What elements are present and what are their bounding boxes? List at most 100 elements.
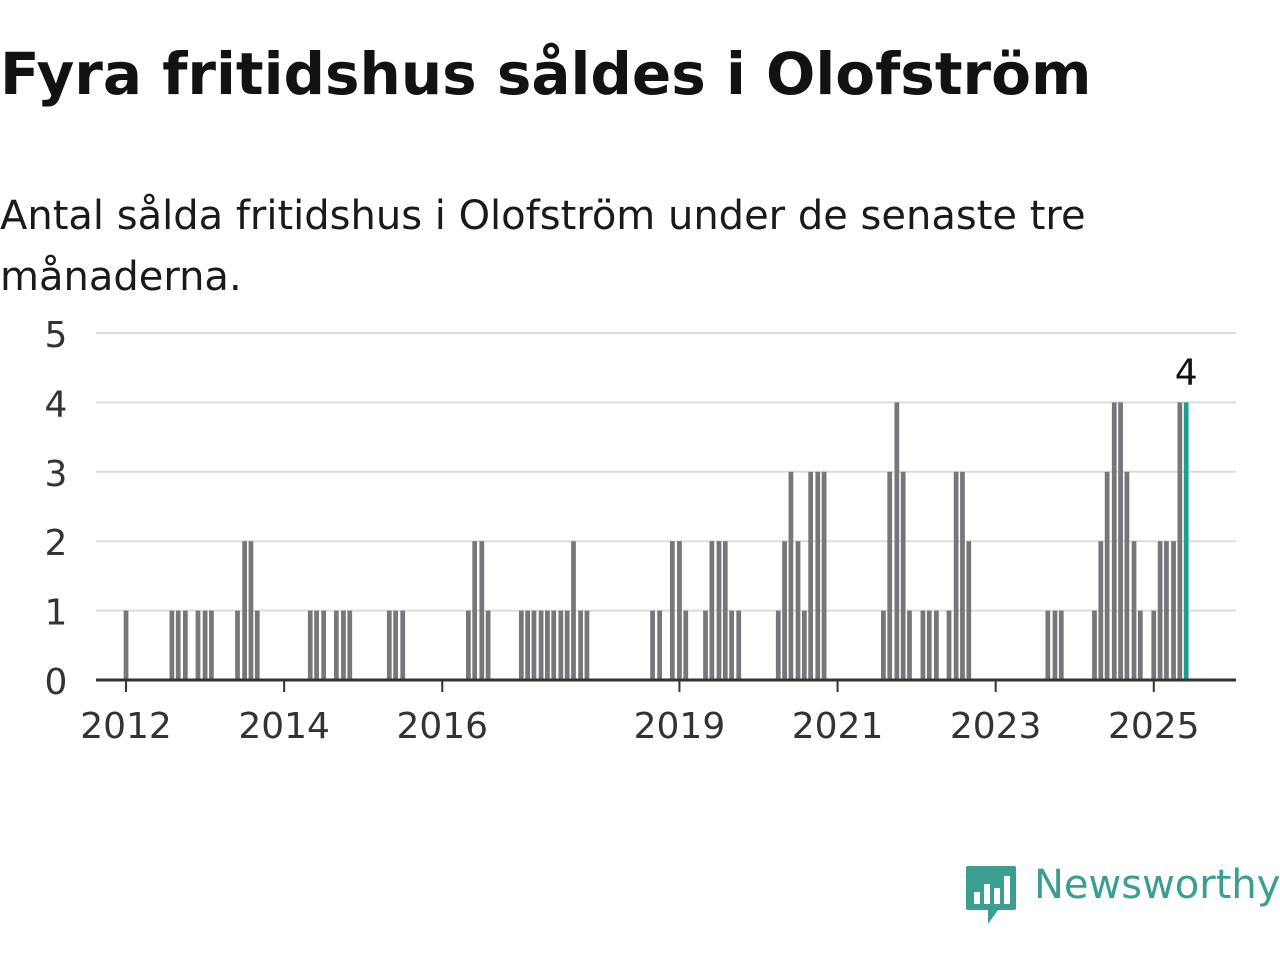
bar — [254, 610, 260, 680]
bar — [400, 610, 406, 680]
y-tick-label: 1 — [45, 593, 68, 634]
bar — [209, 610, 214, 680]
data-labels: 4 — [1175, 352, 1198, 393]
bar — [195, 610, 201, 680]
bar — [657, 610, 663, 680]
bar — [242, 541, 247, 680]
bar — [934, 610, 939, 680]
bar — [248, 541, 254, 680]
bar — [709, 541, 715, 680]
grid-lines — [96, 332, 1236, 612]
bar — [1131, 541, 1137, 680]
bar — [1171, 541, 1176, 680]
bar-chart: 0 1 2 3 4 5 2012 2014 2016 2019 2021 2023 2025 4 — [45, 315, 1236, 747]
bar — [821, 471, 827, 680]
y-tick-label: 2 — [45, 523, 68, 564]
bar — [551, 610, 557, 680]
x-tick-label: 2016 — [396, 706, 488, 747]
bar — [1164, 541, 1169, 680]
bar — [782, 541, 787, 680]
bar — [169, 610, 175, 680]
bar — [966, 541, 972, 680]
bar — [465, 610, 471, 680]
bar — [558, 610, 564, 680]
bar — [531, 610, 537, 680]
bar — [393, 610, 398, 680]
y-tick-label: 5 — [45, 315, 68, 356]
bar — [1118, 402, 1123, 680]
newsworthy-logo-icon — [966, 866, 1016, 924]
brand-name: Newsworthy — [1034, 862, 1280, 908]
bar — [900, 471, 906, 680]
bar — [788, 471, 794, 680]
bars — [123, 402, 1189, 680]
bar — [729, 610, 734, 680]
bar — [946, 610, 952, 680]
bar — [1092, 610, 1097, 680]
bar — [347, 610, 353, 680]
bar — [677, 541, 682, 680]
x-axis-ticks: 2012 2014 2016 2019 2021 2023 2025 — [80, 680, 1200, 747]
bar — [485, 610, 491, 680]
y-tick-label: 0 — [45, 662, 68, 703]
bar — [578, 610, 583, 680]
bar — [894, 402, 900, 680]
y-tick-label: 4 — [45, 384, 68, 425]
bar — [202, 610, 208, 680]
bar — [314, 610, 319, 680]
bar — [926, 610, 932, 680]
bar — [881, 610, 886, 680]
x-tick-label: 2025 — [1108, 706, 1200, 747]
bar — [1157, 541, 1163, 680]
bar — [683, 610, 689, 680]
bar — [538, 610, 544, 680]
y-axis-ticks: 0 1 2 3 4 5 — [45, 315, 68, 703]
bar — [571, 541, 576, 680]
bar — [182, 610, 188, 680]
bar — [1045, 610, 1051, 680]
bar — [953, 471, 959, 680]
bar — [584, 610, 590, 680]
bar — [333, 610, 339, 680]
bar — [907, 610, 912, 680]
x-tick-label: 2019 — [634, 706, 726, 747]
bar — [479, 541, 485, 680]
bar — [525, 610, 531, 680]
bar — [775, 610, 781, 680]
bar — [650, 610, 655, 680]
bar — [123, 610, 129, 680]
x-tick-label: 2014 — [238, 706, 330, 747]
highlight-bar — [1183, 402, 1189, 680]
bar — [669, 541, 675, 680]
bar — [321, 610, 327, 680]
bar — [307, 610, 313, 680]
bar — [736, 610, 742, 680]
bar — [815, 471, 821, 680]
bar — [1111, 402, 1117, 680]
chart-subtitle: Antal sålda fritidshus i Olofström under… — [0, 193, 1086, 300]
bar — [1124, 471, 1130, 680]
x-tick-label: 2023 — [950, 706, 1042, 747]
bar — [341, 610, 346, 680]
bar — [1137, 610, 1143, 680]
bar — [518, 610, 524, 680]
bar — [1151, 610, 1157, 680]
bar — [887, 471, 893, 680]
x-tick-label: 2021 — [792, 706, 884, 747]
bar — [175, 610, 181, 680]
bar — [472, 541, 478, 680]
bar — [1098, 541, 1104, 680]
y-tick-label: 3 — [45, 454, 68, 495]
bar — [386, 610, 392, 680]
bar — [1052, 610, 1058, 680]
bar — [920, 610, 926, 680]
bar — [545, 610, 550, 680]
bar — [795, 541, 801, 680]
bar — [1177, 402, 1183, 680]
bar — [564, 610, 570, 680]
bar — [703, 610, 708, 680]
chart-title: Fyra fritidshus såldes i Olofström — [0, 40, 1092, 108]
bar — [960, 471, 965, 680]
highlight-data-label: 4 — [1175, 352, 1198, 393]
bar — [808, 471, 814, 680]
